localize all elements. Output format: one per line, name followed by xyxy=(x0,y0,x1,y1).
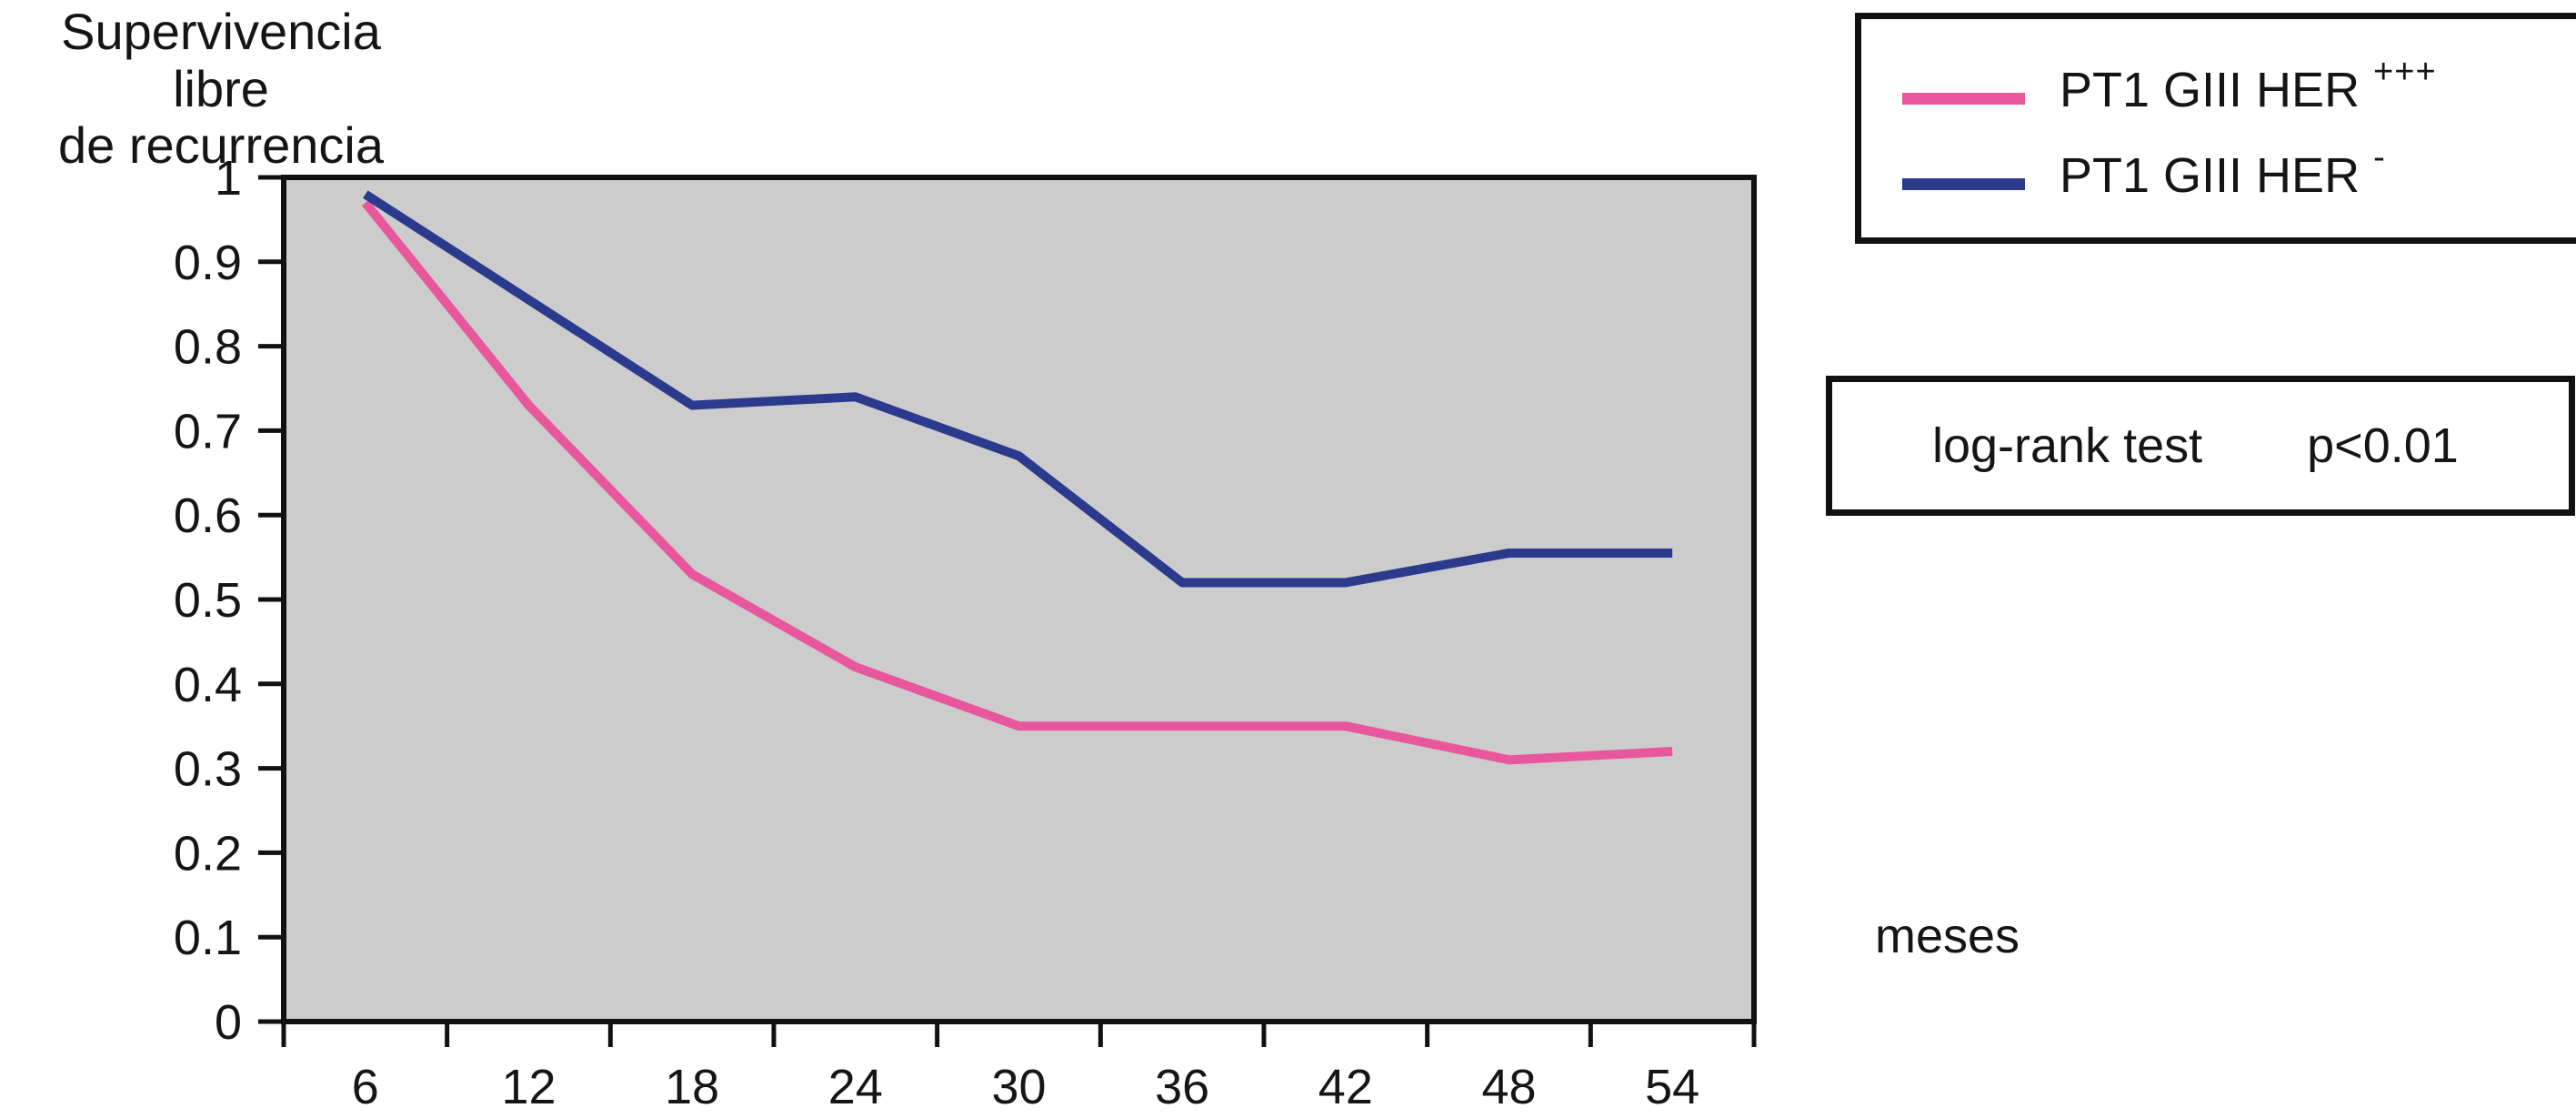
y-tick-label: 1 xyxy=(215,151,242,206)
y-tick-label: 0.8 xyxy=(174,320,242,375)
y-tick-label: 0.7 xyxy=(174,404,242,458)
y-tick-label: 0.5 xyxy=(174,573,242,628)
x-tick-label: 24 xyxy=(828,1060,883,1114)
legend-label: PT1 GIII HER - xyxy=(2060,138,2386,204)
legend-label-text: PT1 GIII HER xyxy=(2060,148,2360,203)
stats-test-label: log-rank test xyxy=(1932,418,2203,473)
x-tick-label: 12 xyxy=(501,1060,556,1114)
legend-swatch-pink-line-icon xyxy=(1902,92,2025,105)
y-axis-title: Supervivencia libre de recurrencia xyxy=(7,3,435,175)
legend: PT1 GIII HER +++ PT1 GIII HER - xyxy=(1855,13,2576,244)
y-tick-label: 0.4 xyxy=(174,658,242,712)
legend-label: PT1 GIII HER +++ xyxy=(2060,53,2437,118)
x-tick-label: 42 xyxy=(1318,1060,1373,1114)
legend-label-superscript: - xyxy=(2373,138,2386,176)
x-tick-label: 18 xyxy=(665,1060,719,1114)
x-tick-label: 36 xyxy=(1155,1060,1209,1114)
legend-label-text: PT1 GIII HER xyxy=(2060,63,2360,117)
y-tick-label: 0.9 xyxy=(174,236,242,290)
y-tick-label: 0.1 xyxy=(174,911,242,965)
legend-label-superscript: +++ xyxy=(2373,53,2437,91)
y-axis-title-line2: de recurrencia xyxy=(58,116,384,175)
legend-item-her-positive: PT1 GIII HER +++ xyxy=(1902,53,2576,118)
x-tick-label: 6 xyxy=(352,1060,379,1114)
x-tick-label: 54 xyxy=(1645,1060,1699,1114)
plot-area xyxy=(281,175,1757,1024)
y-tick-label: 0.3 xyxy=(174,742,242,797)
y-tick-label: 0.6 xyxy=(174,488,242,543)
series-line-her-positive xyxy=(361,199,1673,765)
y-axis-title-line1: Supervivencia libre xyxy=(61,3,381,117)
x-tick-label: 48 xyxy=(1481,1060,1536,1114)
stats-box: log-rank test p<0.01 xyxy=(1826,376,2575,516)
y-tick-label: 0.2 xyxy=(174,826,242,881)
x-tick-label: 30 xyxy=(991,1060,1046,1114)
y-tick-label: 0 xyxy=(215,995,242,1050)
stats-p-value: p<0.01 xyxy=(2307,418,2459,473)
x-axis-unit-label: meses xyxy=(1875,909,2020,963)
legend-item-her-negative: PT1 GIII HER - xyxy=(1902,138,2576,204)
series-line-her-negative xyxy=(363,190,1673,588)
legend-swatch-blue-line-icon xyxy=(1902,177,2025,190)
